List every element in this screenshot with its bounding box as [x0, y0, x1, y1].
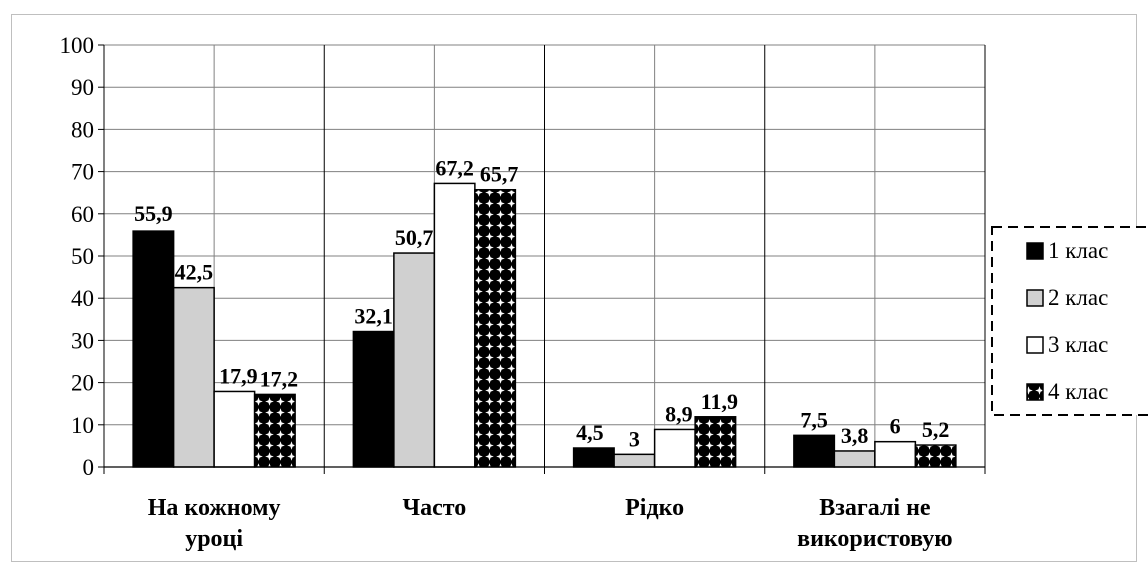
data-label-4-1: 17,2: [260, 366, 299, 391]
data-label-1-3: 4,5: [576, 420, 604, 445]
bar-2-3: [613, 453, 656, 468]
data-label-1-1: 55,9: [134, 201, 173, 226]
y-tick-label: 0: [83, 455, 95, 480]
bar-4-3: [694, 416, 737, 468]
data-label-2-2: 50,7: [395, 225, 434, 250]
legend-label-3: 3 клас: [1048, 332, 1108, 357]
bar-4-4: [914, 444, 957, 468]
category-label: Взагалі не: [819, 495, 931, 521]
data-label-1-2: 32,1: [354, 304, 393, 329]
data-label-3-3: 8,9: [665, 401, 693, 426]
category-label: уроці: [185, 526, 243, 552]
legend-swatch-3: [1026, 336, 1044, 354]
y-tick-label: 10: [71, 413, 94, 438]
category-label: використовую: [797, 526, 952, 552]
y-tick-label: 90: [71, 75, 94, 100]
legend-box: [991, 226, 1148, 416]
bar-2-2: [393, 252, 436, 468]
bar-3-4: [874, 440, 917, 468]
bar-2-4: [833, 450, 876, 468]
data-label-4-4: 5,2: [922, 417, 950, 442]
bar-3-3: [653, 428, 696, 468]
data-label-4-2: 65,7: [480, 162, 519, 187]
y-tick-label: 50: [71, 244, 94, 269]
bar-4-2: [474, 188, 517, 468]
bar-1-2: [352, 330, 395, 468]
legend-swatch-1: [1026, 242, 1044, 260]
legend-label-1: 1 клас: [1048, 238, 1108, 263]
y-tick-label: 70: [71, 160, 94, 185]
y-tick-label: 80: [71, 117, 94, 142]
bar-1-3: [572, 447, 615, 468]
legend-swatch-4: [1026, 383, 1044, 401]
y-tick-label: 40: [71, 286, 94, 311]
data-label-2-3: 3: [629, 426, 640, 451]
category-label: Часто: [403, 495, 467, 521]
bar-1-1: [132, 230, 175, 468]
bar-2-1: [172, 286, 215, 468]
y-tick-label: 60: [71, 202, 94, 227]
bar-3-2: [433, 182, 476, 468]
data-label-4-3: 11,9: [701, 389, 738, 414]
category-label: На кожному: [148, 495, 281, 521]
data-label-3-1: 17,9: [219, 363, 258, 388]
data-label-1-4: 7,5: [800, 407, 828, 432]
data-label-2-4: 3,8: [841, 423, 869, 448]
y-tick-label: 30: [71, 328, 94, 353]
legend-swatch-2: [1026, 289, 1044, 307]
legend-label-2: 2 клас: [1048, 285, 1108, 310]
y-tick-label: 100: [60, 33, 95, 58]
data-label-2-1: 42,5: [175, 260, 214, 285]
bar-4-1: [253, 393, 296, 468]
legend-label-4: 4 клас: [1048, 379, 1108, 404]
y-tick-label: 20: [71, 371, 94, 396]
bar-1-4: [793, 434, 836, 468]
data-label-3-4: 6: [890, 414, 901, 439]
category-label: Рідко: [625, 495, 684, 521]
bar-3-1: [213, 390, 256, 468]
data-label-3-2: 67,2: [435, 155, 474, 180]
